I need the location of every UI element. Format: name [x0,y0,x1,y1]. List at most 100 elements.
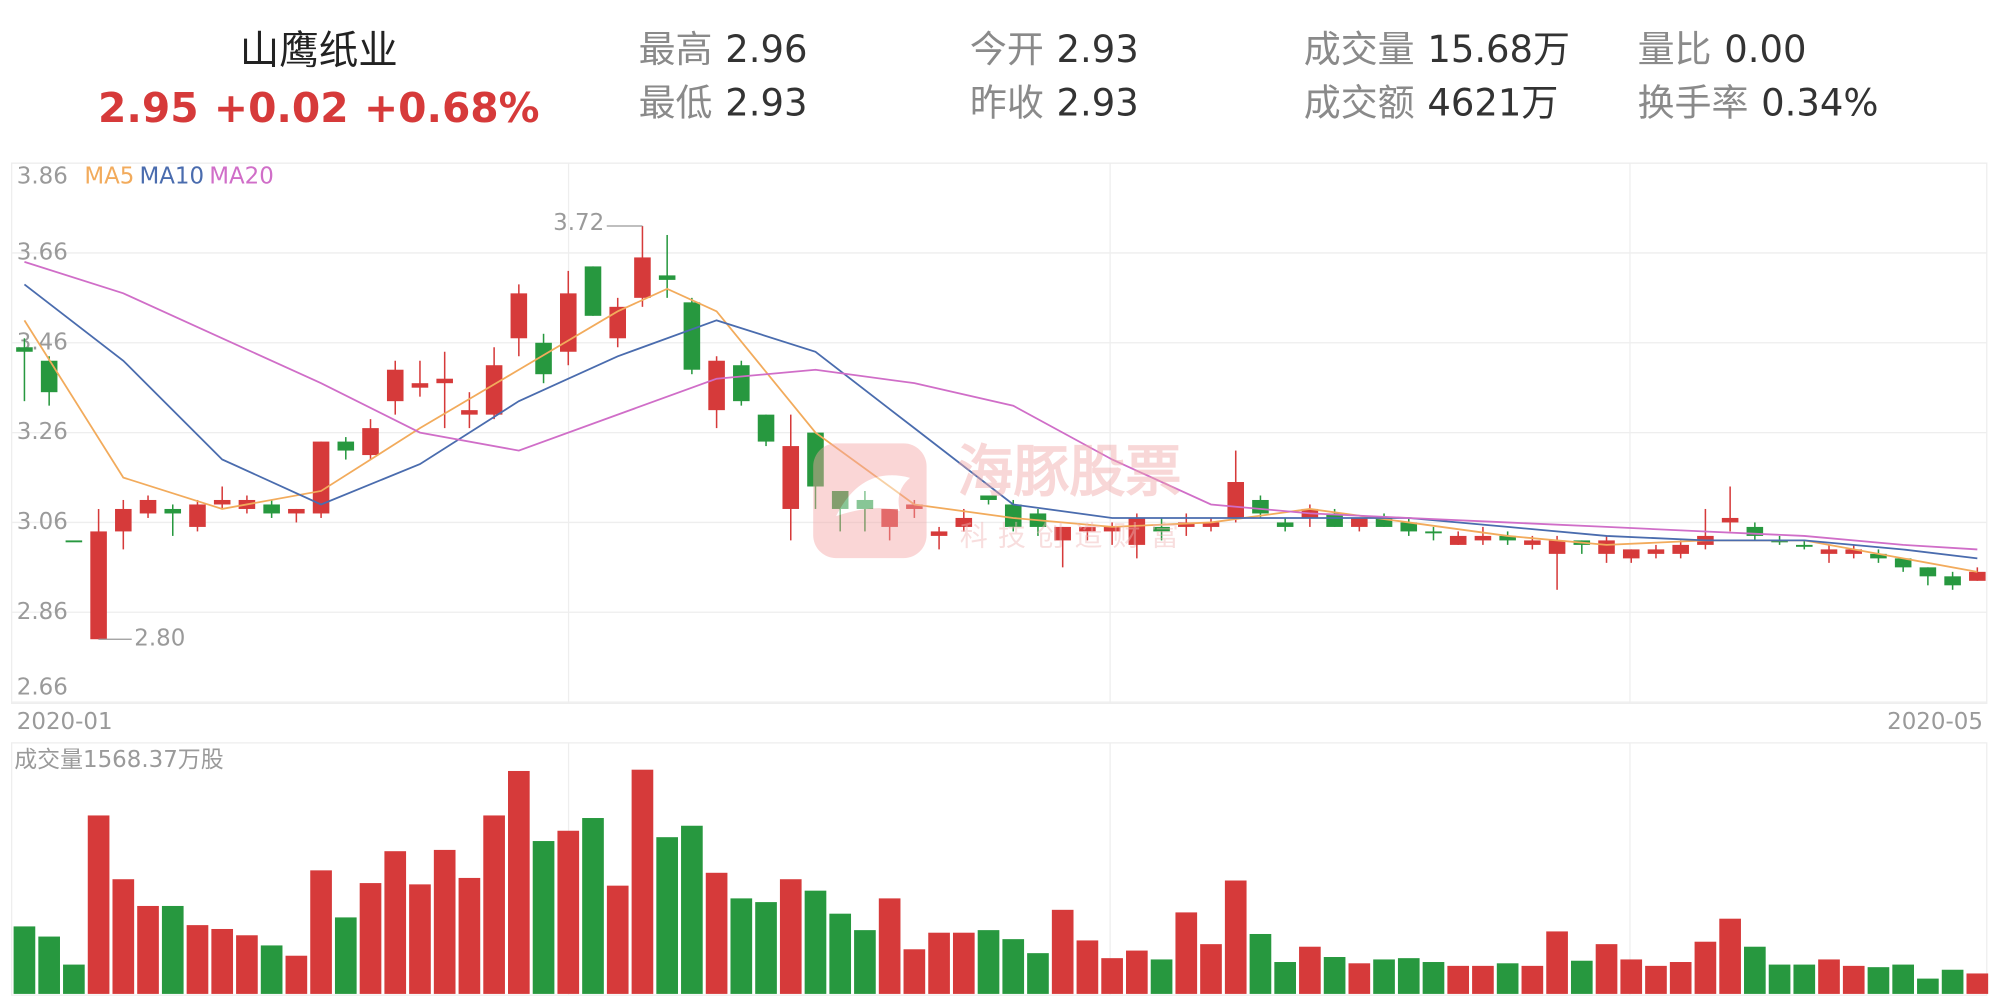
candle-body [1103,526,1121,532]
legend-entry: MA10 [139,164,204,190]
volume-bar [1570,960,1593,994]
volume-bar [1694,941,1717,994]
volume-bar [1224,880,1247,994]
candle-body [1796,544,1813,547]
volume-bar [1175,912,1198,994]
low-annotation: 2.80 [134,626,185,652]
candle-body [139,499,157,514]
volume-bar [1150,959,1173,994]
volume-bar [38,936,60,994]
candle-body [1894,558,1912,568]
stat-label: 最高 [639,27,713,70]
watermark-logo [813,443,927,559]
candle-body [1944,576,1961,586]
candle-body [1647,549,1665,554]
ma-line [23,283,1978,560]
candle-body [1622,549,1640,559]
stat: 量比 0.00 [1638,27,1807,70]
volume-bar [854,930,876,994]
candle-body [757,414,775,442]
volume-bar [606,885,629,994]
candle-body [288,508,305,514]
candle-body [1598,540,1615,554]
y-tick-label: 2.66 [17,675,68,701]
volume-bar [285,955,308,994]
candle-body [1548,540,1566,554]
candle-body [16,347,33,352]
watermark-subtitle: 科技创造财富 [960,520,1189,553]
candle-body [782,446,800,509]
y-tick-label: 3.26 [17,419,68,445]
candle-body [485,365,503,415]
volume-bar [656,837,678,994]
candle-body [683,302,701,370]
candle-body [213,499,231,505]
stat-value: 2.93 [1057,81,1139,124]
candle-body [535,342,552,375]
candle-body [461,410,478,415]
stat: 今开 2.93 [970,27,1139,70]
volume-bar [1076,940,1099,994]
volume-bar [1595,944,1618,994]
candle-body [955,517,973,527]
candle-body [1202,522,1220,527]
volume-bar [186,925,209,994]
candle-body [1351,517,1368,527]
candle-body [831,490,849,509]
volume-bar [1768,964,1791,994]
candle-body [1326,513,1343,527]
y-tick-label: 3.66 [17,239,68,265]
candle-body [1252,499,1269,514]
candle-body [362,428,379,456]
volume-bar [1793,964,1816,994]
candle-body [115,508,132,532]
stat-label: 成交量 [1304,27,1415,70]
candle-body [386,369,404,402]
volume-bar [1669,962,1692,994]
volume-bar [1397,958,1420,994]
volume-bar [1274,962,1296,994]
stat-label: 昨收 [970,81,1044,124]
volume-bar [1842,965,1865,994]
volume-bar [928,932,950,994]
candle-body [40,360,58,393]
y-tick-label: 3.06 [17,509,68,535]
volume-bar [1620,959,1643,994]
volume-bar [705,872,728,994]
volume-bar [1818,959,1840,994]
volume-bar [260,945,283,994]
stat-value: 15.68万 [1427,27,1570,70]
volume-bar [359,883,382,994]
volume-bar [1744,946,1766,994]
candle-body [1153,526,1170,532]
candle-body [881,508,898,527]
stat-value: 0.00 [1724,27,1806,70]
volume-bar [1323,957,1346,994]
candle-body [1499,535,1516,541]
volume-bar [63,964,85,994]
candle-body [1820,549,1838,554]
volume-bar [483,815,505,994]
stat-value: 0.34% [1761,81,1878,124]
candle-body [263,504,280,514]
volume-bar [334,917,357,994]
volume-bar [1027,953,1049,994]
volume-bar [433,849,456,994]
stat: 成交量 15.68万 [1304,27,1570,70]
volume-bar [582,818,604,994]
high-annotation: 3.72 [553,210,604,236]
candle-body [1400,522,1418,532]
stat-value: 2.93 [725,81,807,124]
stat: 最高 2.96 [639,27,808,70]
candle-body [1474,535,1492,541]
candle-body [1128,517,1146,545]
volume-bar [829,913,852,994]
candle-body [65,540,83,543]
volume-bar [137,905,159,994]
stat-label: 最低 [639,81,713,124]
volume-bar [384,851,407,994]
volume-bar [1101,958,1123,994]
volume-bar [631,769,654,994]
candle-body [1375,517,1393,527]
